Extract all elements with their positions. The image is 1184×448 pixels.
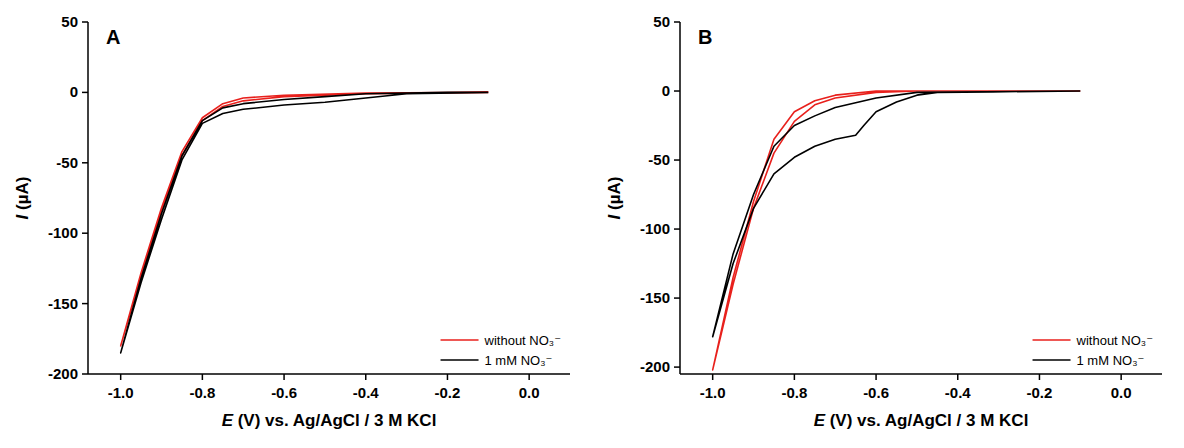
figure: -1.0 -0.8 -0.6 -0.4 -0.2 0.0 -200 -150 -100 -50 0 5… xyxy=(0,0,1184,448)
y-tick-label: -100 xyxy=(640,220,670,237)
y-tick-label: -200 xyxy=(48,365,78,382)
x-tick-label: -1.0 xyxy=(700,384,726,401)
y-tick xyxy=(82,373,88,375)
x-tick xyxy=(1039,374,1041,380)
y-tick xyxy=(82,303,88,305)
y-axis-title: I (µA) xyxy=(605,177,624,220)
x-tick xyxy=(120,374,122,380)
y-tick-label: -100 xyxy=(48,224,78,241)
x-tick xyxy=(957,374,959,380)
y-tick-label: -150 xyxy=(640,289,670,306)
x-tick xyxy=(365,374,367,380)
cv-curve xyxy=(121,92,489,352)
y-tick-label: 50 xyxy=(653,13,670,30)
cv-curve xyxy=(713,91,1081,370)
plot-area xyxy=(713,91,1081,370)
x-tick-label: -0.6 xyxy=(863,384,889,401)
y-tick xyxy=(674,21,680,23)
x-tick xyxy=(794,374,796,380)
rest: (µA) xyxy=(605,177,624,215)
y-tick xyxy=(82,162,88,164)
y-tick xyxy=(674,297,680,299)
rest: (V) vs. Ag/AgCl / 3 M KCl xyxy=(825,411,1028,430)
legend-label: without NO₃⁻ xyxy=(484,333,561,348)
x-axis-title: E (V) vs. Ag/AgCl / 3 M KCl xyxy=(814,411,1029,430)
x-tick-label: 0.0 xyxy=(1111,384,1132,401)
y-tick-label: -50 xyxy=(648,151,670,168)
x-tick-label: -0.2 xyxy=(1027,384,1053,401)
x-tick xyxy=(712,374,714,380)
y-tick-label: 0 xyxy=(662,82,670,99)
y-tick-label: 50 xyxy=(61,13,78,30)
symbol: E xyxy=(814,411,826,430)
rest: (V) vs. Ag/AgCl / 3 M KCl xyxy=(233,411,436,430)
panel: -1.0 -0.8 -0.6 -0.4 -0.2 0.0 -200 -150 -100 -50 0 5… xyxy=(13,13,570,430)
y-tick xyxy=(674,90,680,92)
y-tick xyxy=(82,232,88,234)
y-axis-title: I (µA) xyxy=(13,177,32,220)
x-tick xyxy=(1120,374,1122,380)
panel-label: B xyxy=(698,26,712,48)
y-tick-label: -200 xyxy=(640,358,670,375)
panel-label: A xyxy=(106,26,120,48)
legend-label: 1 mM NO₃⁻ xyxy=(485,353,553,368)
y-tick-label: -50 xyxy=(56,154,78,171)
legend-swatch xyxy=(441,339,479,341)
x-tick-label: -0.4 xyxy=(353,384,380,401)
x-tick-label: -1.0 xyxy=(108,384,134,401)
panel: -1.0 -0.8 -0.6 -0.4 -0.2 0.0 -200 -150 -100 -50 0 5… xyxy=(605,13,1162,430)
legend-swatch xyxy=(1033,359,1071,361)
x-tick-label: 0.0 xyxy=(519,384,540,401)
legend-swatch xyxy=(441,359,479,361)
x-tick xyxy=(528,374,530,380)
y-tick xyxy=(674,366,680,368)
x-tick xyxy=(283,374,285,380)
legend-swatch xyxy=(1033,339,1071,341)
y-tick-label: 0 xyxy=(70,83,78,100)
y-tick xyxy=(674,159,680,161)
x-tick-label: -0.8 xyxy=(781,384,807,401)
cv-curve xyxy=(713,91,1081,337)
x-axis xyxy=(88,373,570,375)
legend-label: without NO₃⁻ xyxy=(1076,333,1153,348)
legend-label: 1 mM NO₃⁻ xyxy=(1077,353,1145,368)
y-tick xyxy=(82,21,88,23)
x-tick-label: -0.6 xyxy=(271,384,297,401)
x-axis xyxy=(680,373,1162,375)
cv-curve xyxy=(121,92,489,345)
y-tick xyxy=(82,92,88,94)
x-tick xyxy=(202,374,204,380)
x-tick xyxy=(875,374,877,380)
x-tick-label: -0.4 xyxy=(945,384,972,401)
symbol: E xyxy=(222,411,234,430)
x-tick-label: -0.8 xyxy=(189,384,215,401)
y-axis xyxy=(679,22,681,374)
rest: (µA) xyxy=(13,177,32,215)
y-axis xyxy=(87,22,89,374)
x-tick-label: -0.2 xyxy=(435,384,461,401)
legend: without NO₃⁻ 1 mM NO₃⁻ xyxy=(441,333,561,368)
y-tick-label: -150 xyxy=(48,295,78,312)
x-axis-title: E (V) vs. Ag/AgCl / 3 M KCl xyxy=(222,411,437,430)
plot-area xyxy=(121,92,489,352)
y-tick xyxy=(674,228,680,230)
x-tick xyxy=(447,374,449,380)
legend: without NO₃⁻ 1 mM NO₃⁻ xyxy=(1033,333,1153,368)
